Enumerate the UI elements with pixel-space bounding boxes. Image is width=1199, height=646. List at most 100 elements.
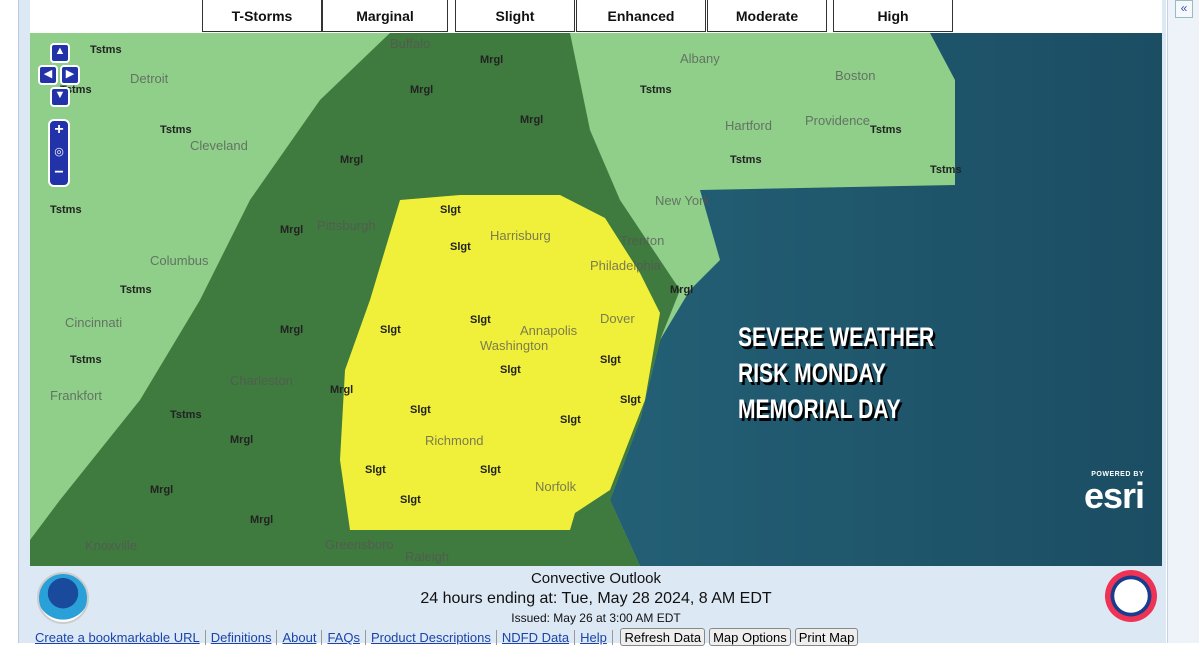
slight-area [340,195,660,530]
outlook-map[interactable]: Buffalo Detroit Albany Boston Hartford Provid… [30,33,1162,566]
legend-high[interactable]: High [833,0,953,32]
map-caption: Convective Outlook 24 hours ending at: T… [30,566,1162,628]
risk-label-tstms: Tstms [50,204,82,216]
risk-label-mrgl: Mrgl [520,114,543,126]
map-navigation: ▲ ◀ ▶ ▼ + ◎ − [38,43,80,187]
bottom-toolbar: Create a bookmarkable URL Definitions Abou… [30,628,1162,646]
risk-label-slgt: Slgt [365,464,386,476]
risk-label-slgt: Slgt [400,494,421,506]
city-label: Annapolis [520,323,578,338]
risk-label-tstms: Tstms [70,354,102,366]
risk-label-mrgl: Mrgl [230,434,253,446]
city-label: Cincinnati [65,315,122,330]
esri-brand: esri [1084,475,1145,516]
pan-right-icon[interactable]: ▶ [60,65,80,85]
risk-label-tstms: Tstms [160,124,192,136]
city-label: Frankfort [50,388,102,403]
ndfd-data-link[interactable]: NDFD Data [496,630,576,645]
side-panel-toggle[interactable]: « [1167,0,1199,643]
risk-legend: T-Storms Marginal Slight Enhanced Modera… [30,0,1162,33]
zoom-out-button[interactable]: − [54,164,64,181]
risk-label-slgt: Slgt [440,204,461,216]
city-label: Detroit [130,71,169,86]
issued-time: Issued: May 26 at 3:00 AM EDT [511,611,681,625]
risk-label-mrgl: Mrgl [410,84,433,96]
pan-control[interactable]: ▲ ◀ ▶ ▼ [38,43,80,107]
city-label: Providence [805,113,870,128]
risk-label-slgt: Slgt [380,324,401,336]
city-label: Richmond [425,433,484,448]
pan-down-icon[interactable]: ▼ [50,87,70,107]
risk-label-slgt: Slgt [600,354,621,366]
risk-label-mrgl: Mrgl [250,514,273,526]
product-title: Convective Outlook [530,570,662,587]
risk-label-slgt: Slgt [480,464,501,476]
city-label: Greensboro [325,537,394,552]
collapse-icon[interactable]: « [1175,0,1193,18]
map-canvas: Buffalo Detroit Albany Boston Hartford Provid… [30,33,1162,566]
city-label: Charleston [230,373,293,388]
risk-label-slgt: Slgt [450,241,471,253]
risk-label-slgt: Slgt [560,414,581,426]
legend-moderate[interactable]: Moderate [707,0,827,32]
noaa-logo[interactable] [37,572,89,624]
risk-label-mrgl: Mrgl [280,324,303,336]
city-label: Washington [480,338,548,353]
refresh-data-button[interactable]: Refresh Data [620,628,706,646]
print-map-button[interactable]: Print Map [794,628,859,646]
definitions-link[interactable]: Definitions [205,630,278,645]
pan-up-icon[interactable]: ▲ [50,43,70,63]
city-label: Boston [835,68,875,83]
city-label: Buffalo [390,36,430,51]
risk-label-slgt: Slgt [410,404,431,416]
bookmark-link[interactable]: Create a bookmarkable URL [30,630,206,645]
risk-label-tstms: Tstms [930,164,962,176]
city-label: Hartford [725,118,772,133]
risk-label-mrgl: Mrgl [670,284,693,296]
headline-overlay: SEVERE WEATHER RISK MONDAY MEMORIAL DAY [738,319,934,427]
city-label: Harrisburg [490,228,551,243]
headline-line: RISK MONDAY [738,358,886,388]
risk-label-tstms: Tstms [170,409,202,421]
headline-line: SEVERE WEATHER [738,322,935,352]
city-label: Knoxville [85,538,137,553]
powered-by: POWERED BY [1091,471,1145,478]
city-label: Raleigh [405,549,449,564]
globe-icon[interactable]: ◎ [54,146,64,158]
risk-label-mrgl: Mrgl [480,54,503,66]
risk-label-mrgl: Mrgl [280,224,303,236]
legend-slight[interactable]: Slight [455,0,575,32]
headline-line: MEMORIAL DAY [738,394,901,424]
pan-left-icon[interactable]: ◀ [38,65,58,85]
faqs-link[interactable]: FAQs [322,630,366,645]
nws-logo[interactable] [1105,570,1157,622]
city-label: Norfolk [535,479,577,494]
map-options-button[interactable]: Map Options [709,628,791,646]
legend-enhanced[interactable]: Enhanced [576,0,706,32]
legend-tstorms[interactable]: T-Storms [202,0,322,32]
risk-label-tstms: Tstms [640,84,672,96]
city-label: Pittsburgh [317,218,376,233]
city-label: Albany [680,51,720,66]
esri-logo: POWERED BY esri [1084,471,1145,516]
legend-marginal[interactable]: Marginal [322,0,448,32]
help-link[interactable]: Help [575,630,613,645]
risk-label-tstms: Tstms [730,154,762,166]
risk-label-slgt: Slgt [620,394,641,406]
city-label: Dover [600,311,635,326]
about-link[interactable]: About [277,630,323,645]
product-descriptions-link[interactable]: Product Descriptions [365,630,497,645]
city-label: Cleveland [190,138,248,153]
city-label: Philadelphia [590,258,662,273]
risk-label-tstms: Tstms [120,284,152,296]
city-label: Columbus [150,253,209,268]
risk-label-tstms: Tstms [870,124,902,136]
risk-label-slgt: Slgt [470,314,491,326]
zoom-bar[interactable]: + ◎ − [48,119,70,187]
risk-label-tstms: Tstms [90,44,122,56]
zoom-in-button[interactable]: + [54,121,64,138]
risk-label-slgt: Slgt [500,364,521,376]
risk-label-mrgl: Mrgl [330,384,353,396]
city-label: New York [655,193,710,208]
risk-label-mrgl: Mrgl [340,154,363,166]
